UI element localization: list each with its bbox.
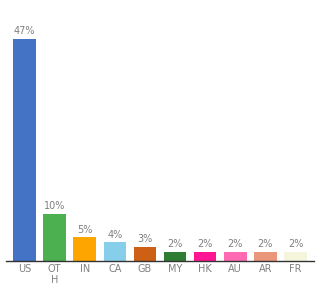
Text: 3%: 3% [137, 234, 153, 244]
Bar [284, 251, 307, 261]
Text: 2%: 2% [167, 239, 183, 249]
Text: 10%: 10% [44, 201, 65, 211]
Text: 2%: 2% [258, 239, 273, 249]
Bar [194, 251, 216, 261]
Text: 2%: 2% [228, 239, 243, 249]
Bar [73, 237, 96, 261]
Text: 2%: 2% [288, 239, 303, 249]
Bar [134, 247, 156, 261]
Bar [224, 251, 247, 261]
Bar [254, 251, 277, 261]
Text: 4%: 4% [107, 230, 123, 240]
Text: 47%: 47% [14, 26, 35, 36]
Text: 2%: 2% [197, 239, 213, 249]
Bar [164, 251, 186, 261]
Bar [104, 242, 126, 261]
Bar [43, 214, 66, 261]
Bar [13, 39, 36, 261]
Text: 5%: 5% [77, 225, 92, 235]
